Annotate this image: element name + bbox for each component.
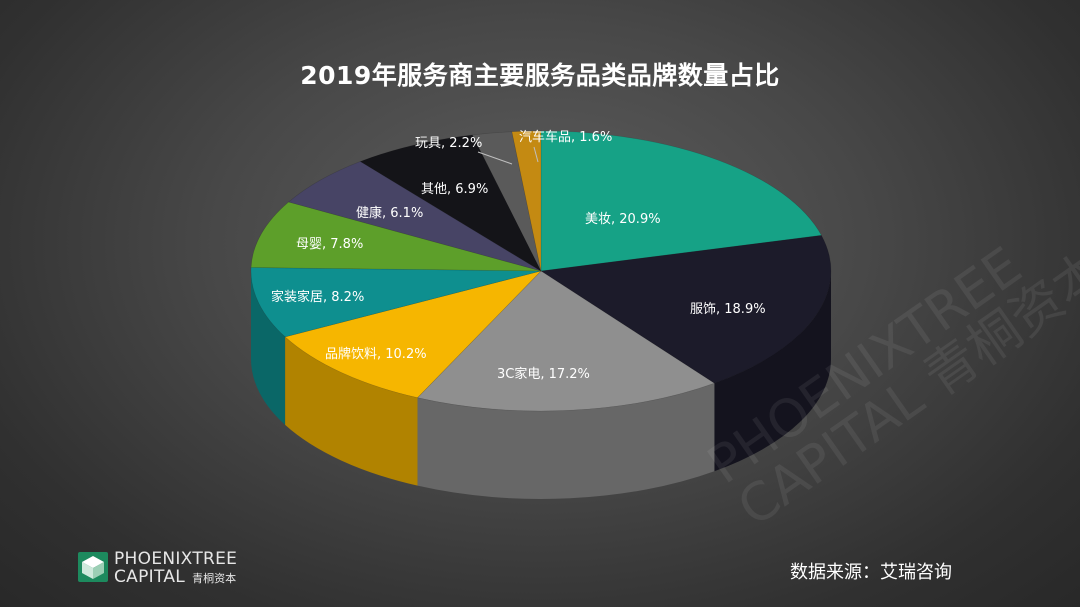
chart-title: 2019年服务商主要服务品类品牌数量占比	[300, 61, 780, 90]
logo-text-line2: CAPITAL 青桐资本	[114, 567, 236, 587]
pie-slice-label: 家装家居, 8.2%	[271, 289, 364, 305]
label-leader-line	[477, 151, 513, 165]
pie-slice	[471, 131, 542, 272]
pie-slice-label: 玩具, 2.2%	[415, 136, 482, 151]
pie-slice	[250, 267, 542, 338]
pie-slice-label: 3C家电, 17.2%	[497, 366, 590, 382]
pie-slice	[540, 235, 832, 384]
pie-slices	[250, 130, 832, 500]
pie-labels: 美妆, 20.9% 服饰, 18.9% 3C家电, 17.2% 品牌饮料, 10.2%…	[271, 129, 766, 382]
phoenix-cube-logo-icon	[78, 552, 108, 582]
pie-slice	[359, 134, 542, 272]
pie-slice	[250, 201, 542, 272]
source-note: 数据来源：艾瑞咨询	[790, 562, 952, 583]
pie-slice-label: 汽车车品, 1.6%	[519, 129, 612, 145]
label-leader-line	[533, 146, 539, 163]
logo-text-line1: PHOENIXTREE	[114, 549, 238, 569]
pie-slice-side	[285, 336, 418, 486]
pie-slice	[511, 130, 542, 272]
pie-slice	[284, 270, 542, 399]
pie-slice	[288, 161, 542, 272]
pie-slice-label: 其他, 6.9%	[421, 182, 488, 197]
pie-slice-label: 母婴, 7.8%	[296, 237, 363, 252]
pie-slice-label: 服饰, 18.9%	[690, 302, 766, 317]
pie-slice-side	[417, 383, 715, 500]
pie-slice-label: 美妆, 20.9%	[585, 212, 661, 227]
pie-slice-label: 健康, 6.1%	[356, 205, 423, 221]
logo-text-chinese: 青桐资本	[192, 572, 237, 585]
pie-slice-label: 品牌饮料, 10.2%	[325, 346, 427, 362]
pie-slice-side	[251, 271, 286, 425]
pie-slice	[416, 270, 716, 412]
pie-slice-side	[714, 271, 831, 472]
logo-text-capital: CAPITAL	[114, 567, 186, 587]
pie-slice	[540, 130, 822, 272]
